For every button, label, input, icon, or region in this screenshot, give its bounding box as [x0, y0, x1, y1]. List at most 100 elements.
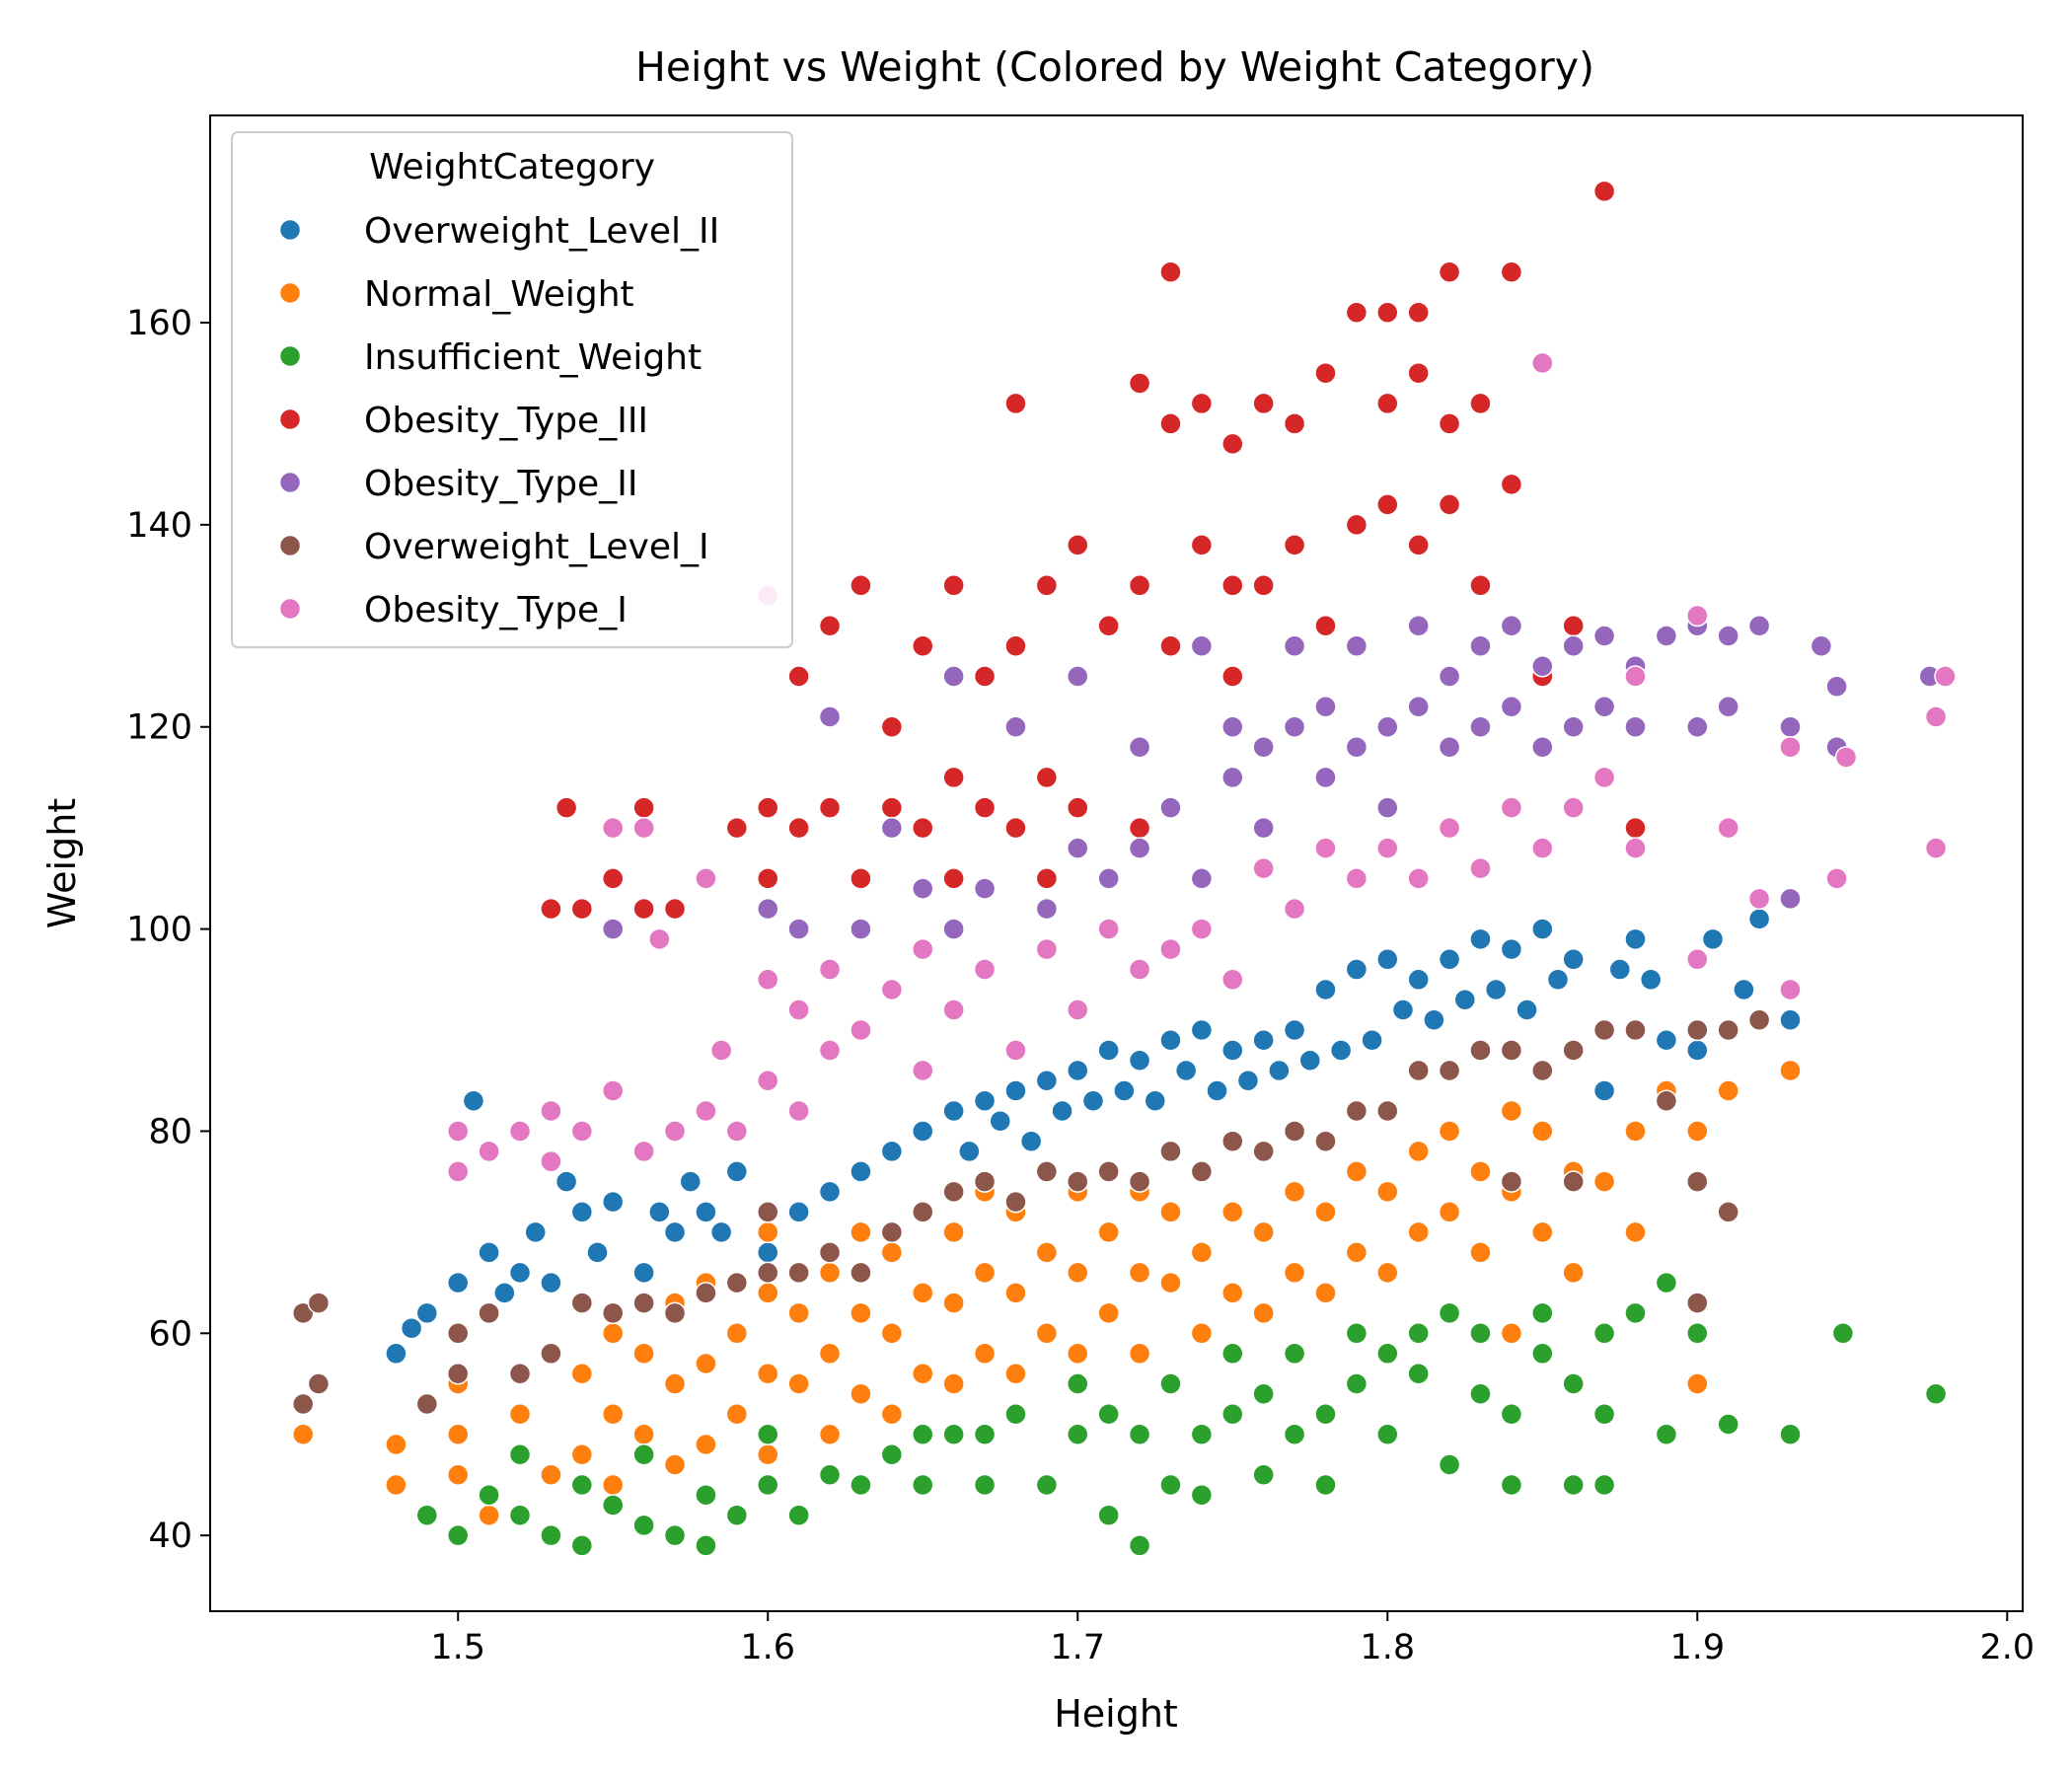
data-point: [1221, 766, 1244, 789]
data-point: [1314, 1201, 1337, 1223]
x-tick-label: 2.0: [1979, 1628, 2035, 1667]
data-point: [1438, 493, 1461, 516]
data-point: [679, 1170, 702, 1193]
data-point: [1438, 735, 1461, 759]
data-point: [601, 867, 625, 890]
data-point: [1562, 1039, 1585, 1062]
data-point: [1531, 1342, 1554, 1366]
data-point: [1562, 634, 1585, 658]
data-point: [478, 1301, 500, 1325]
data-point: [880, 796, 904, 819]
data-point: [601, 1079, 625, 1102]
data-point: [1469, 1241, 1492, 1264]
chart-title: Height vs Weight (Colored by Weight Cate…: [635, 43, 1594, 91]
data-point: [1717, 1201, 1739, 1223]
data-point: [663, 1523, 687, 1547]
data-point: [756, 1221, 779, 1244]
x-tick-label: 1.6: [740, 1628, 795, 1667]
data-point: [973, 1261, 997, 1285]
data-point: [1438, 260, 1461, 284]
data-point: [1066, 1059, 1089, 1082]
data-point: [478, 1241, 500, 1264]
data-point: [1592, 1018, 1616, 1042]
data-point: [756, 1241, 779, 1264]
data-point: [1159, 1029, 1182, 1052]
data-point: [1221, 1130, 1244, 1152]
series-insufficient-weight: [415, 1271, 1948, 1557]
data-point: [1531, 1301, 1554, 1325]
data-point: [1361, 1029, 1383, 1052]
data-point: [1174, 1059, 1198, 1082]
data-point: [1066, 796, 1089, 819]
data-point: [291, 1301, 315, 1325]
data-point: [1345, 735, 1369, 759]
data-point: [1531, 1059, 1554, 1082]
data-point: [1283, 1120, 1306, 1143]
data-point: [1747, 1008, 1771, 1032]
data-point: [1066, 665, 1089, 688]
data-point: [601, 1190, 625, 1214]
data-point: [570, 1292, 594, 1314]
data-point: [1624, 1120, 1647, 1143]
data-point: [1252, 1029, 1275, 1052]
y-tick-label: 40: [148, 1517, 192, 1556]
data-point: [1190, 534, 1214, 556]
data-point: [942, 1372, 965, 1395]
data-point: [1066, 1372, 1089, 1395]
data-point: [1221, 665, 1244, 688]
data-point: [756, 1282, 779, 1304]
data-point: [1438, 1120, 1461, 1143]
data-point: [1592, 1403, 1616, 1426]
data-point: [508, 1403, 532, 1426]
data-point: [1252, 816, 1275, 840]
data-point: [695, 867, 717, 890]
data-point: [1345, 1160, 1369, 1183]
data-point: [695, 1099, 717, 1123]
data-point: [989, 1109, 1011, 1133]
data-point: [1252, 1301, 1275, 1325]
data-point: [1924, 1382, 1948, 1406]
data-point: [540, 1271, 562, 1295]
data-point: [1035, 897, 1059, 921]
data-point: [446, 1322, 470, 1345]
data-point: [1345, 1241, 1369, 1264]
y-tick-label: 140: [126, 506, 192, 546]
legend-label: Obesity_Type_I: [364, 590, 628, 630]
data-point: [1686, 1039, 1709, 1062]
data-point: [1531, 918, 1554, 940]
data-point: [1531, 1221, 1554, 1244]
data-point: [1221, 1039, 1244, 1062]
legend-label: Insufficient_Weight: [364, 337, 702, 378]
data-point: [446, 1423, 470, 1445]
data-point: [478, 1483, 500, 1507]
data-point: [570, 1363, 594, 1385]
data-point: [911, 1201, 934, 1223]
data-point: [1779, 1008, 1802, 1032]
data-point: [1407, 968, 1430, 992]
data-point: [446, 1363, 470, 1385]
data-point: [1592, 1473, 1616, 1497]
data-point: [1717, 1413, 1739, 1436]
data-point: [973, 1473, 997, 1497]
data-point: [540, 1342, 562, 1366]
data-point: [1717, 695, 1739, 718]
data-point: [973, 1342, 997, 1366]
data-point: [942, 665, 965, 688]
data-point: [1562, 715, 1585, 738]
data-point: [1004, 634, 1027, 658]
data-point: [1252, 1140, 1275, 1163]
legend-marker: [278, 218, 302, 242]
points-layer: [291, 180, 1957, 1557]
data-point: [1190, 867, 1214, 890]
data-point: [1221, 968, 1244, 992]
data-point: [1592, 766, 1616, 789]
data-point: [787, 665, 810, 688]
data-point: [1747, 615, 1771, 637]
data-point: [911, 877, 934, 900]
data-point: [1314, 766, 1337, 789]
data-point: [1438, 1201, 1461, 1223]
data-point: [1438, 412, 1461, 435]
data-point: [942, 1423, 965, 1445]
data-point: [1035, 1241, 1059, 1264]
